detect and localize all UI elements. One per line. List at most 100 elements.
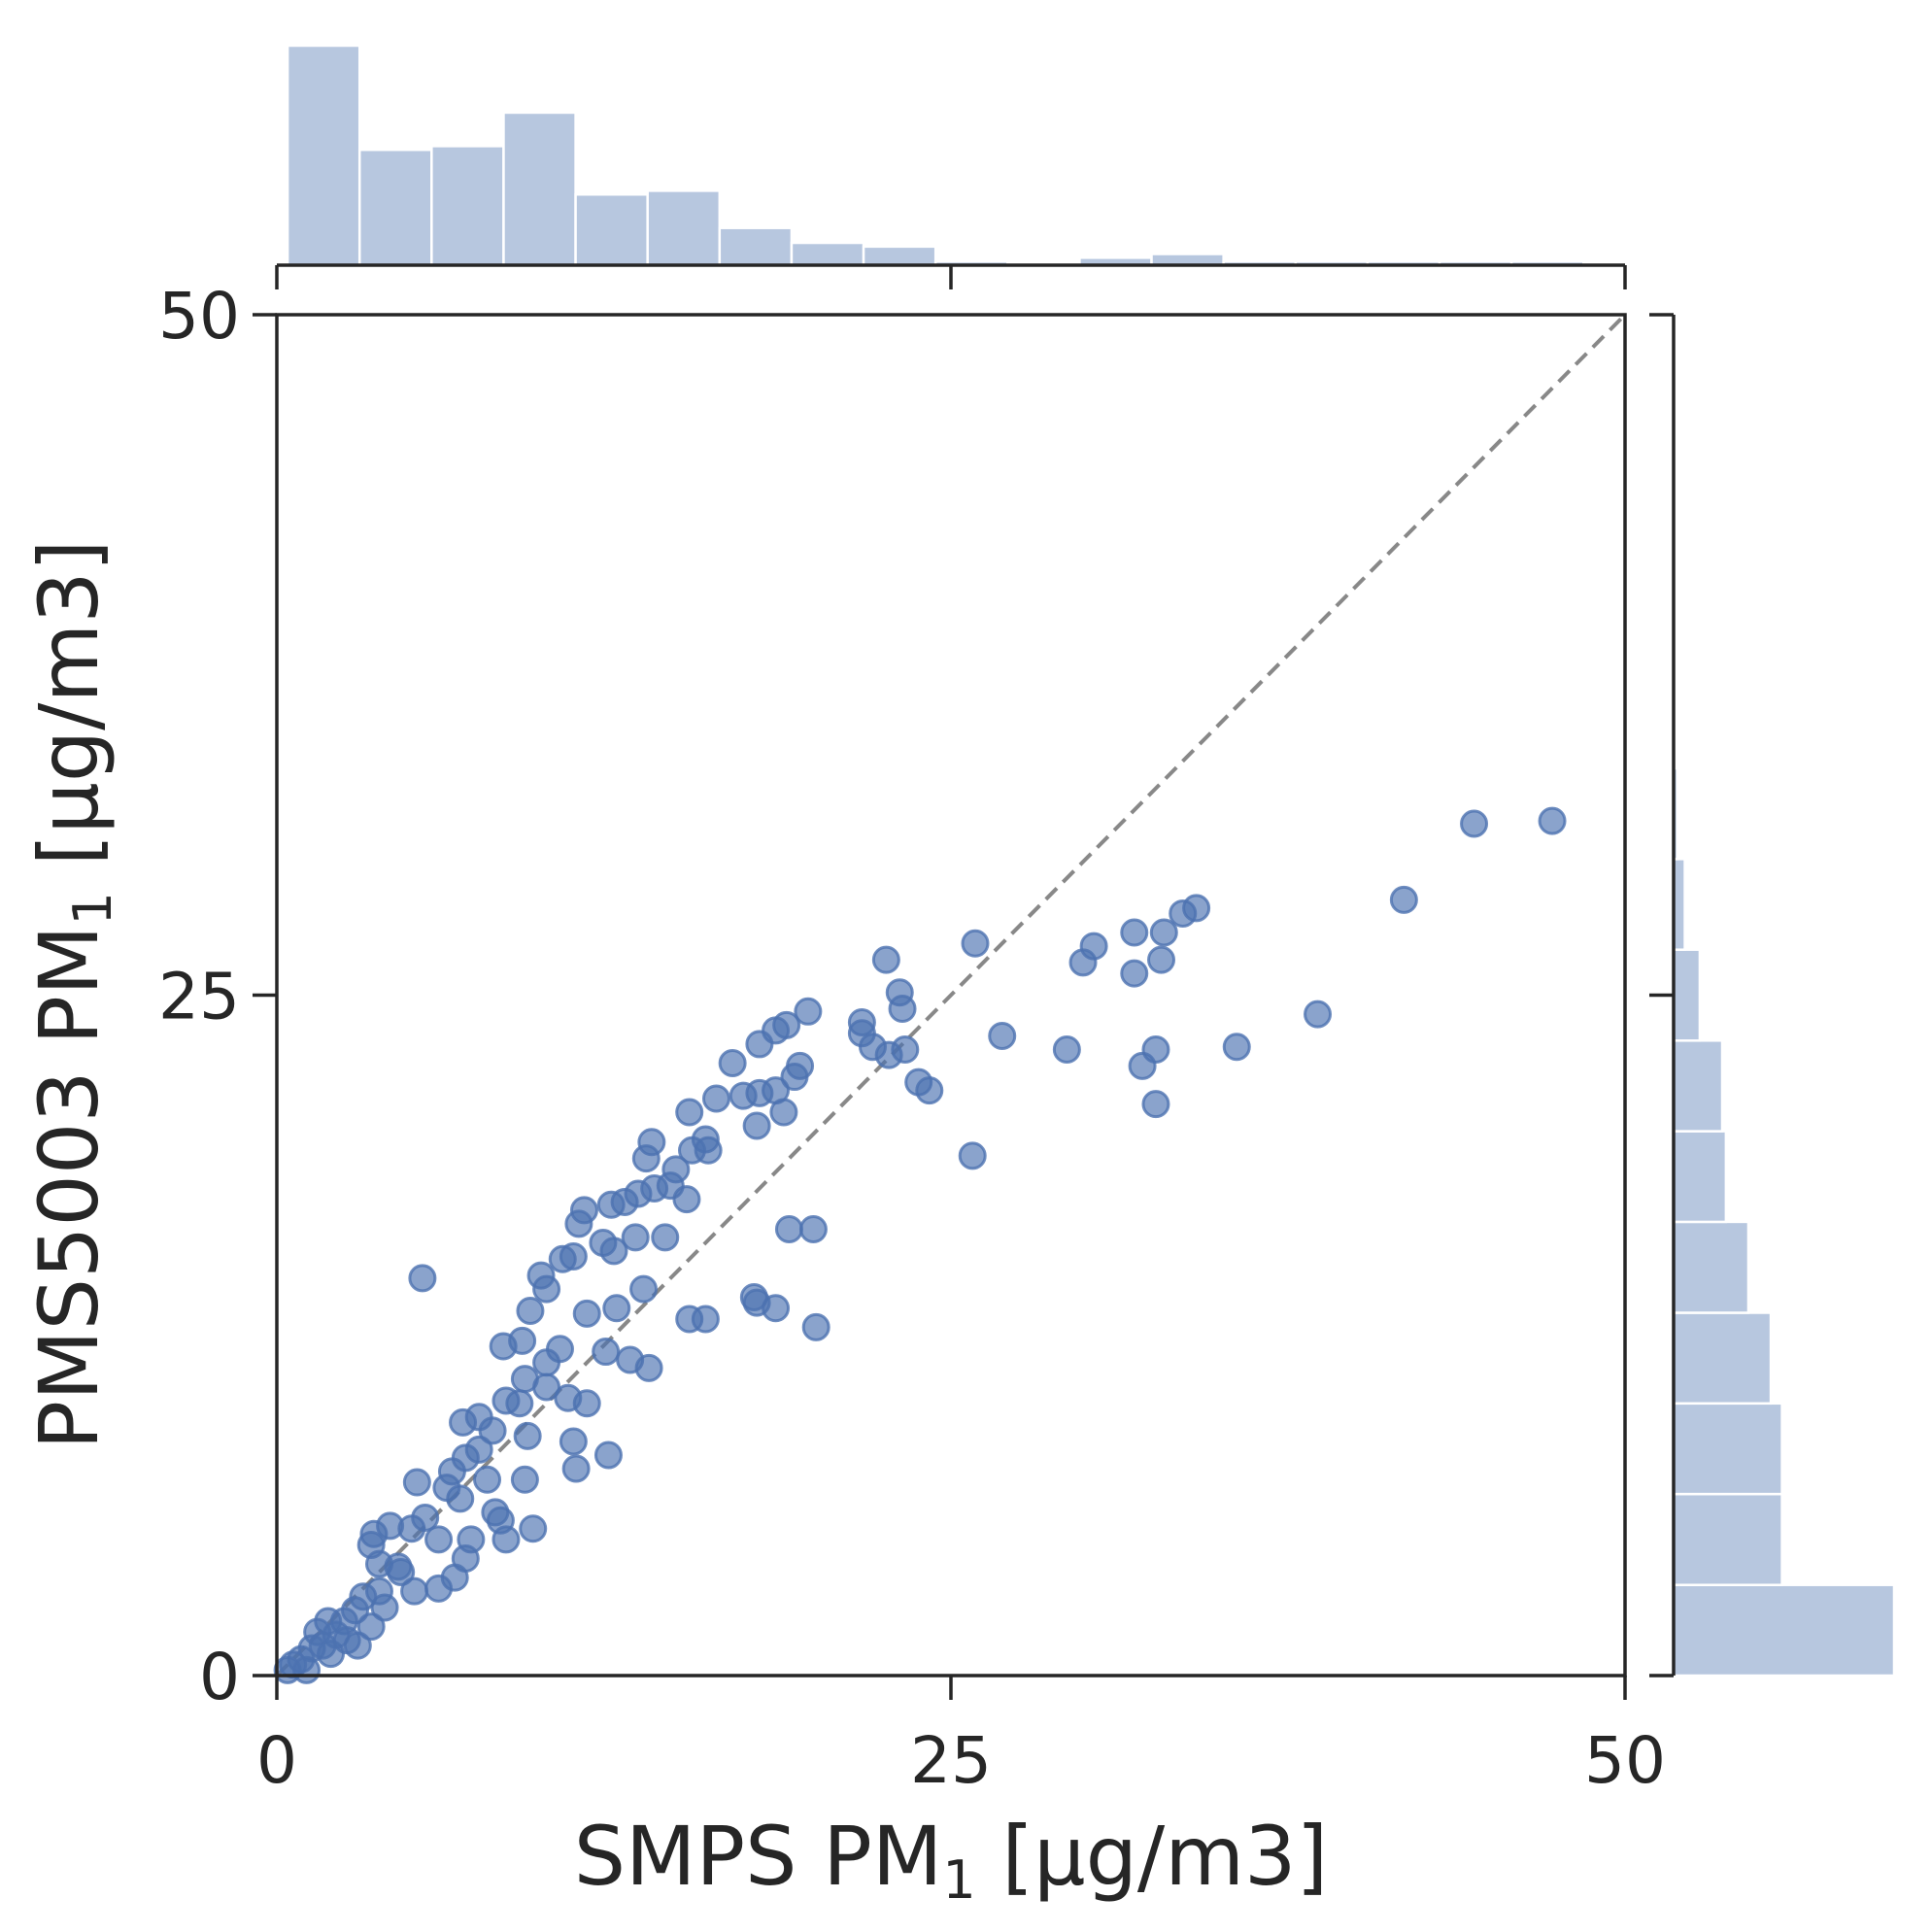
x-label-suffix: [µg/m3]: [976, 1809, 1329, 1904]
scatter-point: [478, 1416, 507, 1445]
scatter-point: [526, 1261, 556, 1290]
scatter-point: [411, 1503, 440, 1532]
scatter-point: [564, 1209, 593, 1238]
scatter-point: [513, 1421, 542, 1450]
scatter-point: [308, 1631, 337, 1660]
scatter-point: [424, 1574, 454, 1603]
top-hist-bar: [286, 44, 361, 267]
right-hist-bar: [1672, 1583, 1896, 1678]
scatter-point: [888, 995, 917, 1024]
scatter-point: [961, 929, 990, 958]
scatter-point: [510, 1465, 539, 1494]
right-hist-bar: [1672, 1220, 1750, 1314]
scatter-point: [1149, 918, 1178, 947]
scatter-point: [1128, 1051, 1157, 1080]
scatter-point: [629, 1274, 659, 1304]
scatter-point: [1169, 898, 1198, 928]
scatter-point: [384, 1552, 413, 1581]
scatter-point: [742, 1111, 771, 1140]
right-hist-bar: [1672, 948, 1702, 1042]
scatter-point: [798, 1214, 828, 1243]
scatter-point: [1141, 1090, 1170, 1119]
scatter-point: [449, 1407, 478, 1437]
scatter-point: [593, 1441, 623, 1470]
scatter-point: [592, 1338, 621, 1367]
scatter-point: [1538, 806, 1567, 835]
scatter-point: [640, 1173, 669, 1203]
scatter-point: [473, 1465, 502, 1494]
top-hist-bar: [646, 189, 722, 267]
scatter-point: [1052, 1035, 1081, 1065]
x-tick-label: 25: [910, 1723, 992, 1798]
scatter-point: [489, 1332, 518, 1361]
scatter-point: [343, 1631, 372, 1660]
y-label-suffix: [µg/m3]: [21, 540, 117, 893]
scatter-point: [1147, 945, 1176, 974]
scatter-point: [728, 1081, 758, 1110]
scatter-point: [292, 1655, 322, 1684]
scatter-point: [519, 1514, 548, 1543]
scatter-point: [621, 1223, 650, 1252]
scatter-point: [631, 1144, 661, 1173]
top-hist-bar: [790, 241, 865, 267]
scatter-point: [1304, 1000, 1333, 1029]
top-hist-bar: [862, 245, 937, 267]
scatter-point: [1068, 948, 1098, 977]
scatter-point: [402, 1468, 431, 1497]
y-axis-label: PMS5003 PM1 [µg/m3]: [21, 540, 123, 1450]
scatter-point: [874, 1040, 903, 1069]
scatter-point: [464, 1435, 493, 1464]
y-tick-label: 0: [199, 1640, 240, 1714]
scatter-point: [356, 1612, 386, 1642]
top-hist-bar: [574, 192, 649, 267]
x-tick-label: 50: [1584, 1723, 1666, 1798]
scatter-point: [1120, 959, 1149, 988]
scatter-point: [424, 1525, 454, 1554]
top-hist-bar: [357, 149, 433, 267]
scatter-point: [548, 1244, 577, 1273]
scatter-point: [408, 1264, 437, 1293]
scatter-point: [596, 1190, 626, 1219]
x-label-text: SMPS PM: [574, 1809, 943, 1904]
scatter-point: [694, 1135, 723, 1165]
x-axis-label: SMPS PM1 [µg/m3]: [574, 1809, 1329, 1911]
scatter-point: [516, 1297, 545, 1326]
y-label-text: PMS5003 PM: [21, 925, 117, 1449]
y-tick-label: 50: [158, 279, 240, 354]
scatter-point: [871, 945, 900, 974]
y-tick-label: 25: [158, 960, 240, 1034]
right-hist-bar: [1672, 1402, 1783, 1496]
y-label-subscript: 1: [62, 892, 123, 925]
scatter-point: [794, 997, 823, 1026]
scatter-point: [780, 1063, 809, 1092]
scatter-point: [561, 1454, 591, 1483]
top-hist-bar: [502, 111, 577, 267]
scatter-point: [745, 1030, 774, 1059]
scatter-point: [651, 1223, 680, 1252]
scatter-point: [915, 1076, 944, 1105]
scatter-point: [675, 1098, 704, 1127]
scatter-point: [718, 1049, 747, 1078]
scatter-point: [599, 1237, 628, 1266]
scatter-point: [572, 1299, 601, 1328]
top-hist-bar: [718, 226, 794, 267]
scatter-point: [491, 1525, 521, 1554]
scatter-point: [1460, 809, 1489, 838]
right-hist-bar: [1672, 1492, 1783, 1586]
scatter-point: [370, 1593, 399, 1622]
scatter-point: [432, 1474, 461, 1503]
scatter-point: [1389, 885, 1418, 914]
right-hist-bar: [1672, 1130, 1728, 1224]
scatter-point: [701, 1084, 730, 1113]
scatter-point: [1120, 918, 1149, 947]
scatter-point: [672, 1185, 701, 1214]
x-label-subscript: 1: [942, 1849, 975, 1911]
scatter-point: [510, 1365, 539, 1394]
right-hist-bar: [1672, 1311, 1773, 1406]
scatter-point: [559, 1427, 588, 1456]
scatter-point: [505, 1389, 534, 1418]
scatter-point: [801, 1312, 830, 1341]
scatter-point: [554, 1383, 583, 1412]
top-hist-bar: [430, 145, 505, 267]
x-tick-label: 0: [256, 1723, 297, 1798]
